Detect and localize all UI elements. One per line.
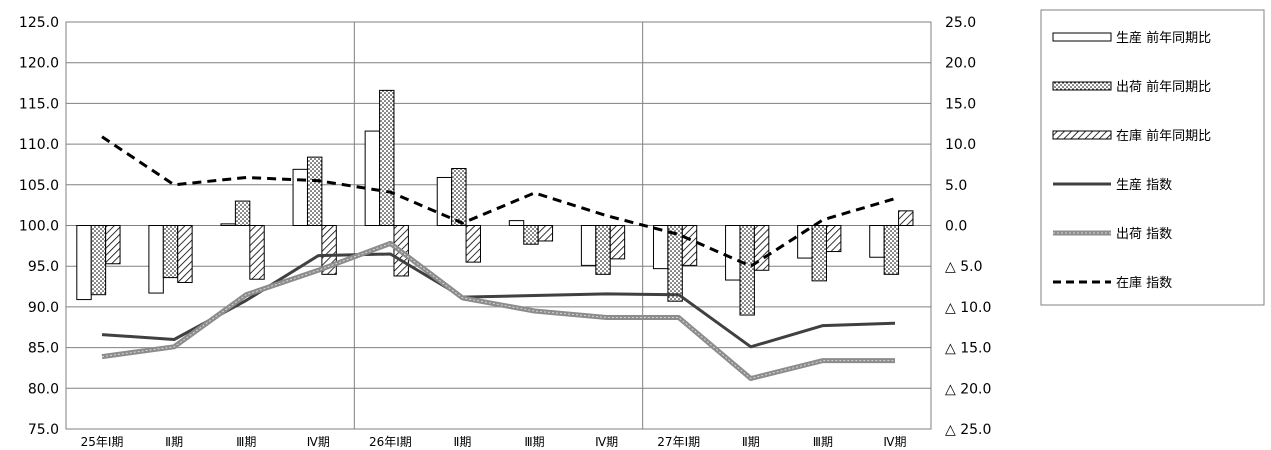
category-label: Ⅲ期 xyxy=(813,435,833,449)
bar-layer xyxy=(76,89,914,316)
category-label: Ⅱ期 xyxy=(742,435,760,449)
left-tick-label: 80.0 xyxy=(28,381,59,397)
bar xyxy=(292,168,308,226)
legend-swatch xyxy=(1052,130,1112,140)
bar xyxy=(652,225,669,270)
right-tick-label: 5.0 xyxy=(945,178,967,194)
category-label: Ⅱ期 xyxy=(165,435,183,449)
legend-box xyxy=(1040,9,1265,306)
bar xyxy=(90,225,107,296)
bar xyxy=(177,225,193,283)
right-tick-label: △ 15.0 xyxy=(945,341,991,357)
right-tick-label: △ 10.0 xyxy=(945,300,991,316)
category-label: 25年Ⅰ期 xyxy=(81,435,124,449)
bar xyxy=(681,225,698,266)
bar xyxy=(508,220,525,226)
left-tick-label: 120.0 xyxy=(19,56,59,72)
bar xyxy=(595,225,611,275)
right-tick-label: △ 20.0 xyxy=(945,381,991,397)
bar xyxy=(249,225,265,280)
category-label: Ⅲ期 xyxy=(524,435,544,449)
category-label: 26年Ⅰ期 xyxy=(369,435,412,449)
bar xyxy=(465,225,481,263)
category-label: 27年Ⅰ期 xyxy=(657,435,700,449)
left-tick-label: 95.0 xyxy=(28,259,59,275)
left-tick-label: 125.0 xyxy=(19,15,59,31)
right-tick-label: 15.0 xyxy=(945,96,976,112)
legend-label: 生産 前年同期比 xyxy=(1116,30,1211,46)
bar xyxy=(364,130,381,227)
bar xyxy=(76,225,92,301)
category-label: Ⅲ期 xyxy=(236,435,256,449)
bar xyxy=(739,225,755,316)
bar xyxy=(580,225,597,266)
bar xyxy=(883,225,900,275)
category-axis: 25年Ⅰ期 Ⅱ期 Ⅲ期 Ⅳ期 26年Ⅰ期 Ⅱ期 Ⅲ期 Ⅳ期 27年Ⅰ期 Ⅱ期 Ⅲ期 Ⅳ期 xyxy=(81,435,907,449)
left-tick-label: 75.0 xyxy=(28,422,59,438)
right-tick-label: △ 5.0 xyxy=(945,259,982,275)
category-label: Ⅱ期 xyxy=(453,435,471,449)
bar xyxy=(220,223,236,226)
legend-swatch xyxy=(1052,32,1112,42)
left-tick-label: 110.0 xyxy=(19,137,59,153)
bar xyxy=(523,225,539,245)
category-label: Ⅳ期 xyxy=(883,435,906,449)
gridlines xyxy=(66,22,931,429)
series-line-highlight xyxy=(101,242,895,380)
line-layer xyxy=(101,135,896,381)
legend-label: 生産 指数 xyxy=(1116,177,1172,193)
right-tick-label: △ 25.0 xyxy=(945,422,991,438)
right-tick-label: 10.0 xyxy=(945,137,976,153)
bar xyxy=(451,168,467,227)
bar xyxy=(234,200,251,227)
bar xyxy=(306,156,323,226)
left-tick-label: 90.0 xyxy=(28,300,59,316)
left-tick-label: 85.0 xyxy=(28,341,59,357)
legend-label: 在庫 前年同期比 xyxy=(1116,128,1211,144)
left-tick-label: 105.0 xyxy=(19,178,59,194)
bar xyxy=(609,225,626,260)
legend-label: 出荷 指数 xyxy=(1116,227,1172,242)
left-axis: 75.0 80.0 85.0 90.0 95.0 100.0 105.0 110.0 115.0… xyxy=(19,15,59,438)
bar xyxy=(162,225,179,279)
bar xyxy=(379,89,395,226)
bar xyxy=(537,225,554,242)
bar xyxy=(105,225,121,265)
legend-label: 在庫 指数 xyxy=(1116,276,1172,291)
right-axis: △ 25.0 △ 20.0 △ 15.0 △ 10.0 △ 5.0 0.0 5.0 10.0 1… xyxy=(945,15,991,438)
legend-swatch xyxy=(1052,81,1112,91)
bar xyxy=(321,225,337,275)
right-tick-label: 20.0 xyxy=(945,56,976,72)
legend-label: 出荷 前年同期比 xyxy=(1116,79,1211,95)
bar xyxy=(148,225,164,294)
series-line xyxy=(101,135,896,268)
bar xyxy=(825,225,842,253)
bar xyxy=(869,225,885,258)
right-tick-label: 0.0 xyxy=(945,219,967,235)
left-tick-label: 115.0 xyxy=(19,96,59,112)
bar xyxy=(725,225,741,281)
bar xyxy=(753,225,770,271)
bar xyxy=(898,210,914,227)
bar xyxy=(667,225,683,302)
category-label: Ⅳ期 xyxy=(595,435,618,449)
left-tick-label: 100.0 xyxy=(19,219,59,235)
right-tick-label: 25.0 xyxy=(945,15,976,31)
series-line xyxy=(101,252,896,349)
category-label: Ⅳ期 xyxy=(307,435,330,449)
bar xyxy=(811,225,827,282)
